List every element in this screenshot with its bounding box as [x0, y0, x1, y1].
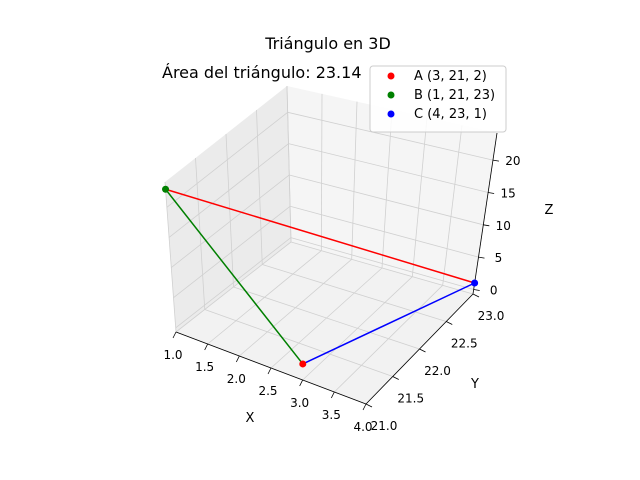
y-tick-label: 22.5 — [451, 337, 478, 351]
triangle-edge — [302, 282, 475, 365]
z-axis-label: Z — [545, 203, 554, 218]
y-tick-mark — [446, 321, 453, 325]
x-tick-label: 1.5 — [195, 360, 214, 374]
legend-label: B (1, 21, 23) — [414, 88, 495, 103]
z-tick-label: 0 — [490, 283, 498, 297]
pane-floor — [176, 242, 473, 404]
legend: A (3, 21, 2) B (1, 21, 23) C (4, 23, 1) — [369, 65, 507, 133]
x-tick-label: 3.5 — [322, 408, 341, 422]
grid-line-z — [168, 143, 289, 238]
x-tick-label: 2.5 — [258, 384, 277, 398]
grid-line-z — [166, 111, 288, 208]
legend-marker — [387, 72, 395, 80]
z-tick-mark — [492, 159, 500, 162]
z-tick-mark — [483, 224, 490, 227]
grid-line-z — [289, 205, 479, 258]
z-tick-label: 5 — [495, 251, 503, 265]
x-tick-mark — [172, 331, 177, 339]
pane-left — [165, 86, 291, 332]
y-tick-label: 22.0 — [424, 364, 451, 378]
x-tick-mark — [299, 379, 304, 387]
point-marker — [471, 279, 479, 287]
x-tick-label: 2.0 — [227, 372, 246, 386]
grid-line-y — [286, 85, 292, 243]
z-tick-mark — [478, 256, 485, 259]
chart-title: Triángulo en 3D — [264, 34, 391, 53]
x-tick-mark — [330, 391, 335, 399]
y-tick-label: 21.5 — [397, 392, 424, 406]
y-tick-label: 23.0 — [478, 309, 505, 323]
axes-ticks: 1.0 1.5 2.0 2.5 3.0 3.5 4.021.0 21.522.022.523.… — [163, 154, 520, 434]
z-tick-mark — [488, 192, 495, 194]
z-tick-label: 10 — [496, 219, 511, 233]
triangle-edge — [164, 188, 304, 365]
grid-line-z — [290, 237, 474, 290]
x-tick-mark — [235, 355, 240, 363]
grid-line-z — [171, 174, 290, 268]
legend-marker — [387, 91, 395, 99]
grid-line-y — [290, 241, 474, 295]
y-axis-label: Y — [470, 377, 479, 392]
z-tick-label: 20 — [505, 154, 520, 168]
z-tick-mark — [473, 289, 480, 291]
grid-line-z — [175, 237, 292, 329]
triangle-points — [162, 185, 479, 368]
point-marker — [162, 185, 170, 193]
x-axis-label: X — [246, 411, 255, 426]
legend-marker — [387, 110, 395, 118]
z-tick-label: 15 — [500, 186, 515, 200]
axes-grid — [164, 85, 498, 405]
grid-line-z — [287, 111, 494, 161]
area-annotation: Área del triángulo: 23.14 — [162, 63, 362, 82]
point-marker — [299, 360, 307, 368]
grid-line-z — [289, 174, 484, 226]
grid-line-z — [288, 143, 489, 193]
legend-frame — [369, 65, 507, 133]
y-tick-label: 21.0 — [371, 419, 398, 433]
x-tick-label: 1.0 — [163, 348, 182, 362]
x-tick-mark — [204, 343, 209, 351]
grid-line-y — [233, 286, 420, 350]
triangle-edges — [164, 188, 475, 365]
x-tick-label: 4.0 — [353, 420, 372, 434]
y-tick-mark — [365, 403, 373, 408]
x-tick-mark — [267, 367, 272, 375]
y-tick-mark — [472, 293, 480, 298]
triangle-edge — [165, 188, 475, 284]
grid-line-y — [204, 309, 393, 377]
x-tick-label: 3.0 — [290, 396, 309, 410]
legend-label: C (4, 23, 1) — [414, 107, 487, 122]
y-tick-mark — [392, 376, 399, 380]
z-axis-line — [472, 132, 498, 295]
x-tick-mark — [362, 403, 367, 411]
y-tick-mark — [419, 348, 426, 353]
legend-label: A (3, 21, 2) — [414, 69, 487, 84]
grid-line-y — [262, 264, 447, 322]
